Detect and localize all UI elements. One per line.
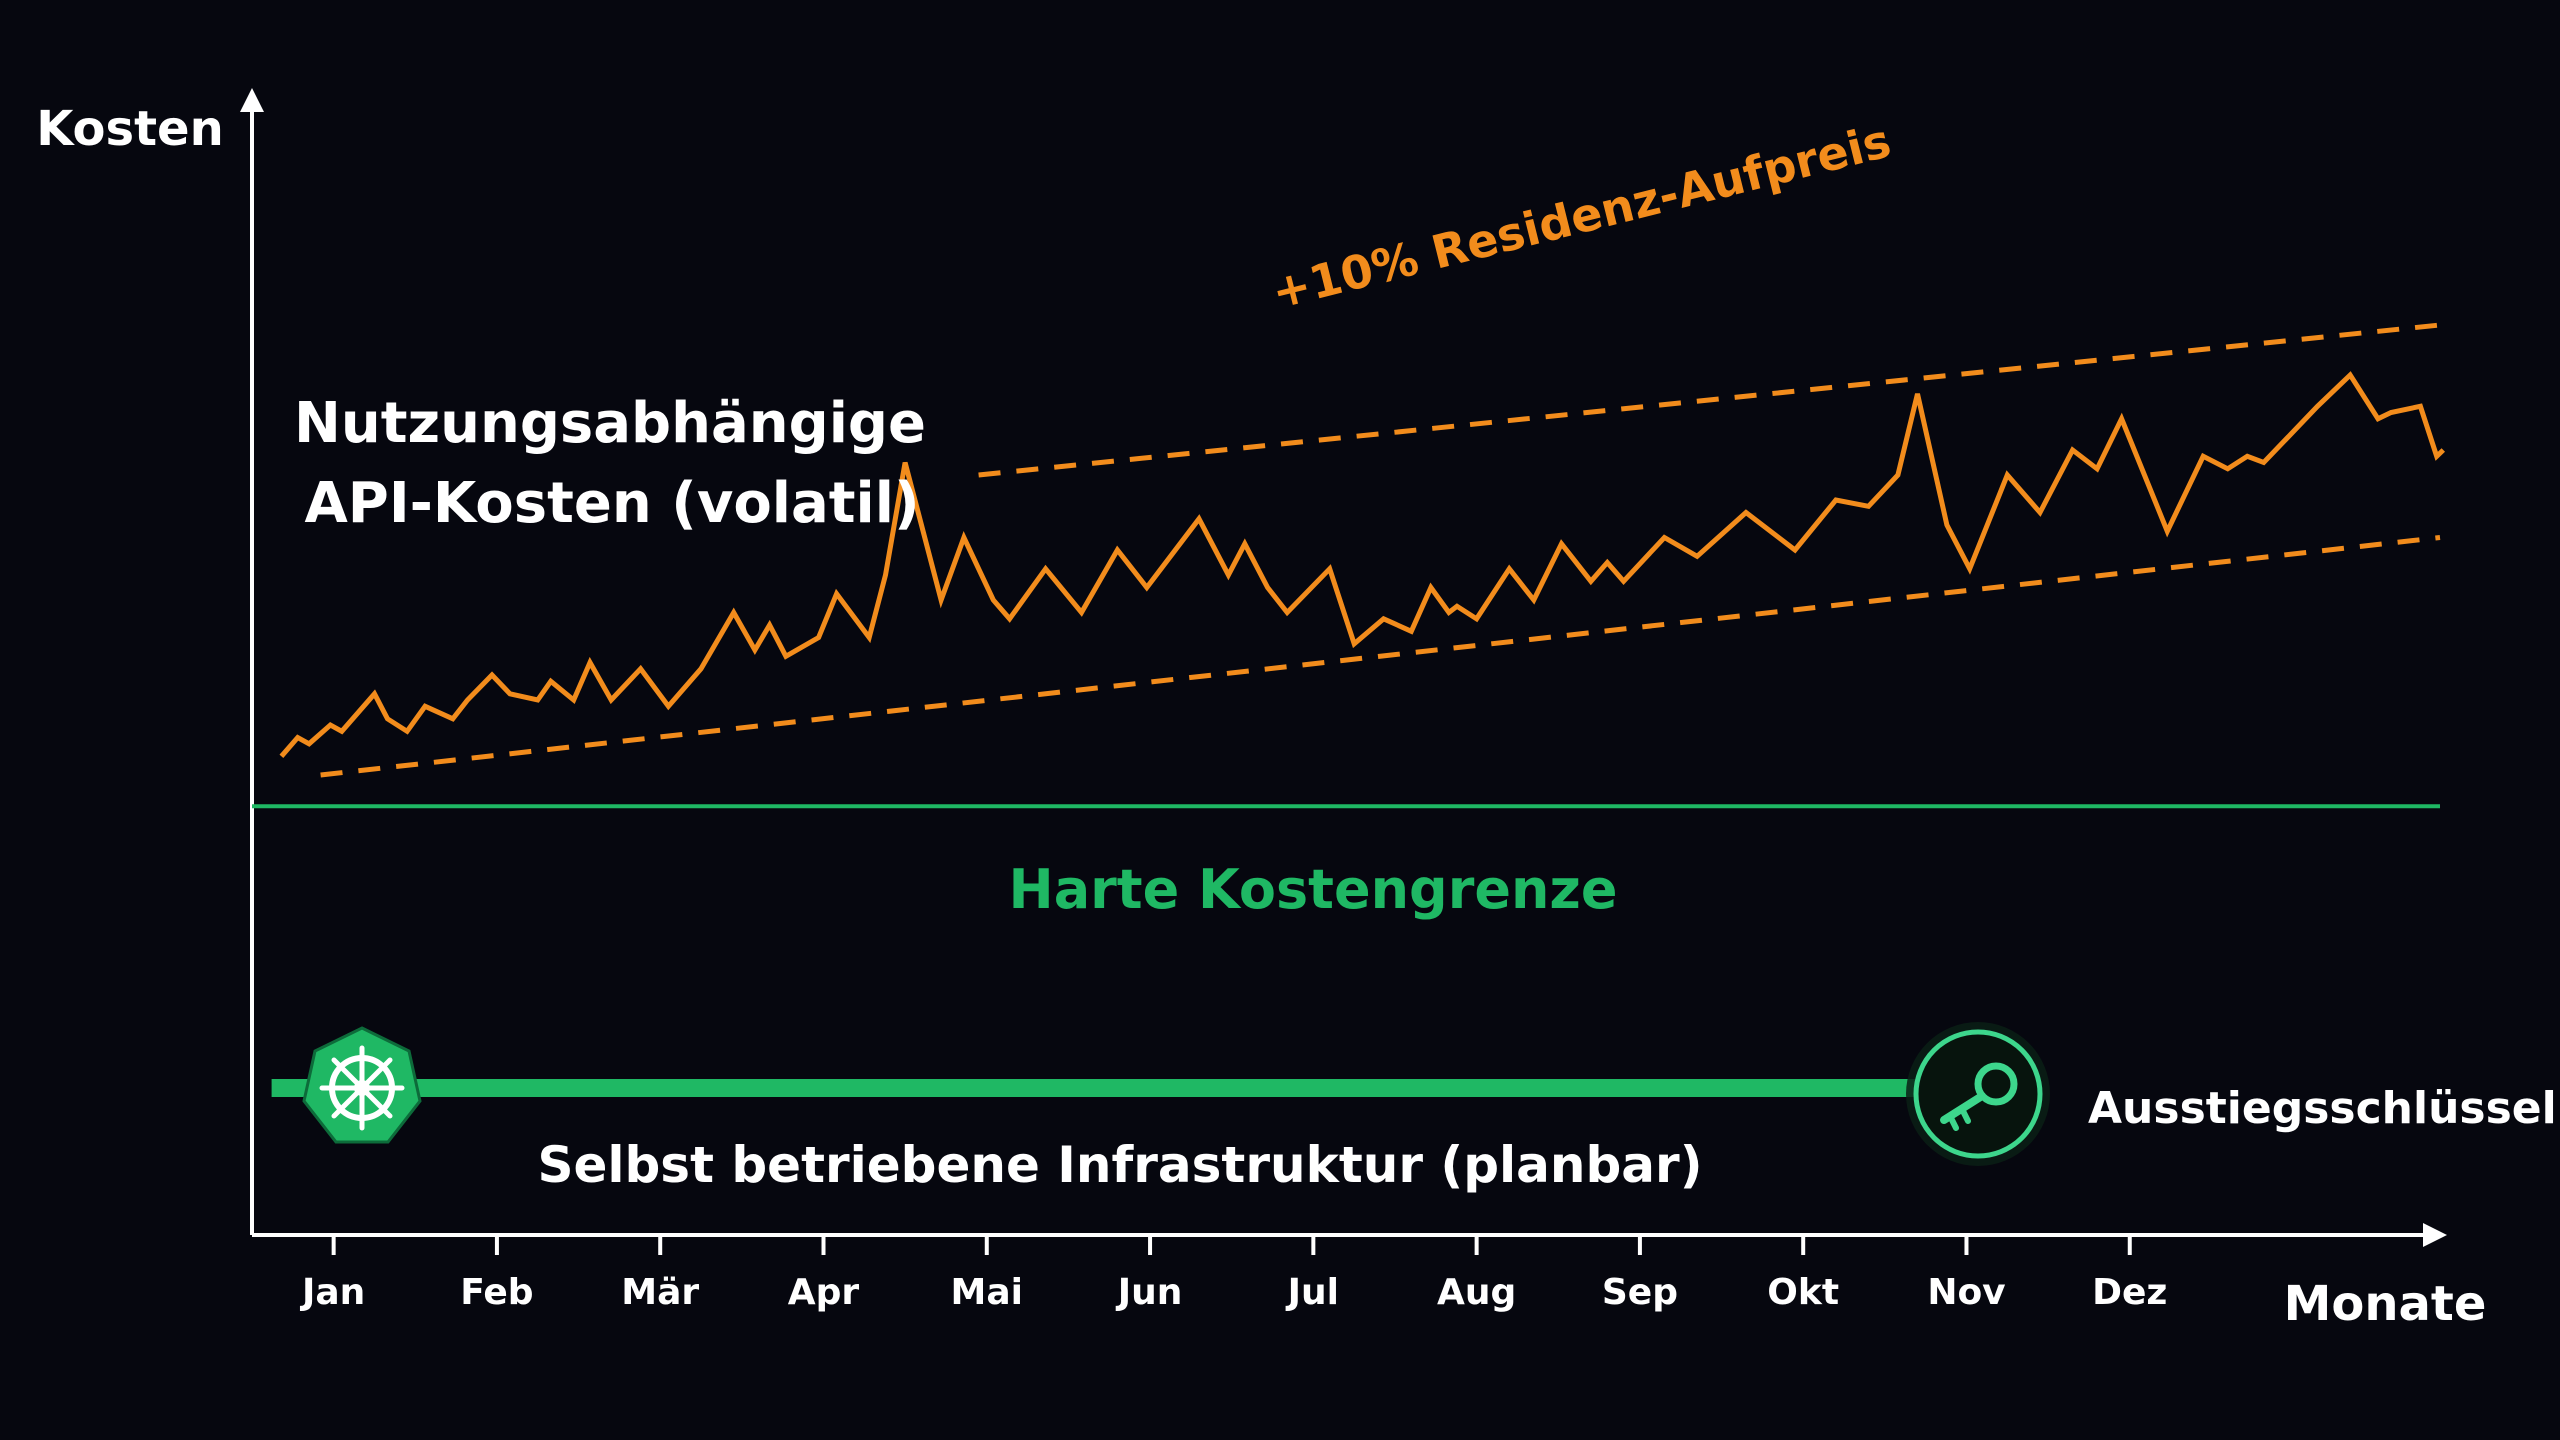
x-tick-label: Mär (621, 1272, 699, 1313)
kubernetes-helm-icon (302, 1026, 422, 1144)
x-tick-label: Aug (1437, 1272, 1516, 1313)
x-tick-label: Okt (1767, 1272, 1839, 1313)
x-tick-label: Mai (951, 1272, 1023, 1313)
x-tick-label: Apr (788, 1272, 860, 1313)
y-axis-title: Kosten (36, 101, 224, 157)
x-tick-label: Dez (2092, 1272, 2167, 1313)
x-ticks: Jan Feb Mär Apr Mai Jun Jul Aug Sep Okt Nov Dez (299, 1235, 2167, 1313)
band-label: +10% Residenz-Aufpreis (1266, 113, 1896, 319)
band-lower-dashed-line (320, 535, 2441, 778)
x-tick-label: Feb (460, 1272, 533, 1313)
x-tick-label: Sep (1602, 1272, 1678, 1313)
series-layer (252, 322, 2446, 809)
api-series-label-line1: Nutzungsabhängige (294, 391, 926, 456)
limit-label: Harte Kostengrenze (1009, 858, 1618, 921)
infra-layer: Selbst betriebene Infrastruktur (planbar… (271, 1022, 2557, 1194)
x-axis-arrow (2423, 1223, 2447, 1247)
x-tick-label: Nov (1927, 1272, 2005, 1313)
api-series-label-line2: API-Kosten (volatil) (304, 471, 919, 536)
x-axis-title: Monate (2284, 1276, 2487, 1332)
x-tick-label: Jan (299, 1272, 365, 1313)
y-axis-arrow (240, 88, 264, 112)
band-upper-dashed-line (978, 322, 2441, 478)
exit-label: Ausstiegsschlüssel (2088, 1083, 2557, 1134)
key-icon (1906, 1022, 2050, 1166)
x-tick-label: Jun (1115, 1272, 1183, 1313)
axes: Kosten Monate (36, 88, 2486, 1332)
api-cost-line (279, 371, 2446, 758)
infra-label: Selbst betriebene Infrastruktur (planbar… (537, 1136, 1702, 1194)
x-tick-label: Jul (1285, 1272, 1339, 1313)
